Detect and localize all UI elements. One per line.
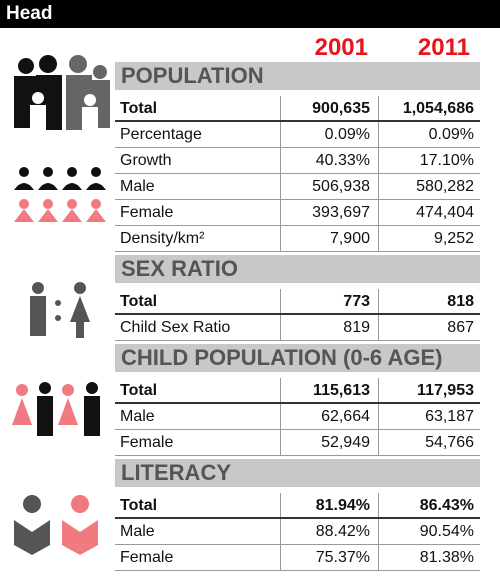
- table-row: Male 62,664 63,187: [115, 404, 480, 430]
- value-cell: 81.94%: [280, 493, 378, 517]
- column-year: 2001: [314, 34, 368, 61]
- section-title: LITERACY: [115, 459, 480, 487]
- value-cell: 7,900: [280, 226, 378, 251]
- value-cell: 117,953: [378, 378, 480, 402]
- column-year: 2011: [417, 34, 470, 61]
- value-cell: 867: [378, 315, 480, 340]
- icons: [12, 55, 110, 555]
- table-row: Percentage 0.09% 0.09%: [115, 122, 480, 148]
- sex-ratio-icon: [30, 282, 90, 338]
- value-cell: 17.10%: [378, 148, 480, 173]
- table-row: Child Sex Ratio 819 867: [115, 315, 480, 341]
- table-row: Total 900,635 1,054,686: [115, 96, 480, 122]
- row-label: Total: [120, 293, 158, 310]
- table-row: Total 81.94% 86.43%: [115, 493, 480, 519]
- value-cell: 580,282: [378, 174, 480, 199]
- female-icons: [14, 199, 106, 222]
- value-cell: 506,938: [280, 174, 378, 199]
- value-cell: 474,404: [378, 200, 480, 225]
- value-cell: 1,054,686: [378, 96, 480, 120]
- value-cell: 9,252: [378, 226, 480, 251]
- value-cell: 0.09%: [378, 122, 480, 147]
- literacy-icon: [14, 495, 98, 555]
- value-cell: 393,697: [280, 200, 378, 225]
- row-label: Male: [120, 178, 155, 195]
- value-cell: 115,613: [280, 378, 378, 402]
- row-label: Female: [120, 549, 174, 566]
- child-icons: [12, 382, 100, 436]
- table-row: Female 52,949 54,766: [115, 430, 480, 456]
- value-cell: 90.54%: [378, 519, 480, 544]
- section-title: SEX RATIO: [115, 255, 480, 283]
- value-cell: 818: [378, 289, 480, 313]
- row-label: Density/km²: [120, 230, 205, 247]
- value-cell: 75.37%: [280, 545, 378, 570]
- section-title: CHILD POPULATION (0-6 AGE): [115, 344, 480, 372]
- family-icon: [14, 55, 62, 130]
- table-row: Male 88.42% 90.54%: [115, 519, 480, 545]
- value-cell: 54,766: [378, 430, 480, 455]
- row-label: Male: [120, 523, 155, 540]
- table-row: Female 75.37% 81.38%: [115, 545, 480, 571]
- row-label: Child Sex Ratio: [120, 319, 231, 336]
- row-label: Total: [120, 497, 158, 514]
- row-label: Total: [120, 382, 158, 399]
- table-row: Total 115,613 117,953: [115, 378, 480, 404]
- row-label: Male: [120, 408, 155, 425]
- row-label: Growth: [120, 152, 172, 169]
- value-cell: 40.33%: [280, 148, 378, 173]
- value-cell: 63,187: [378, 404, 480, 429]
- value-cell: 88.42%: [280, 519, 378, 544]
- value-cell: 81.38%: [378, 545, 480, 570]
- table-row: Total 773 818: [115, 289, 480, 315]
- table-row: Male 506,938 580,282: [115, 174, 480, 200]
- value-cell: 62,664: [280, 404, 378, 429]
- row-label: Percentage: [120, 126, 202, 143]
- table-row: Density/km² 7,900 9,252: [115, 226, 480, 252]
- header-bar: Head: [0, 0, 500, 28]
- value-cell: 900,635: [280, 96, 378, 120]
- table-row: Growth 40.33% 17.10%: [115, 148, 480, 174]
- section-title: POPULATION: [115, 62, 480, 90]
- row-label: Total: [120, 100, 158, 117]
- value-cell: 0.09%: [280, 122, 378, 147]
- male-icons: [14, 167, 106, 190]
- value-cell: 819: [280, 315, 378, 340]
- table-row: Female 393,697 474,404: [115, 200, 480, 226]
- row-label: Female: [120, 204, 174, 221]
- row-label: Female: [120, 434, 174, 451]
- value-cell: 773: [280, 289, 378, 313]
- value-cell: 86.43%: [378, 493, 480, 517]
- value-cell: 52,949: [280, 430, 378, 455]
